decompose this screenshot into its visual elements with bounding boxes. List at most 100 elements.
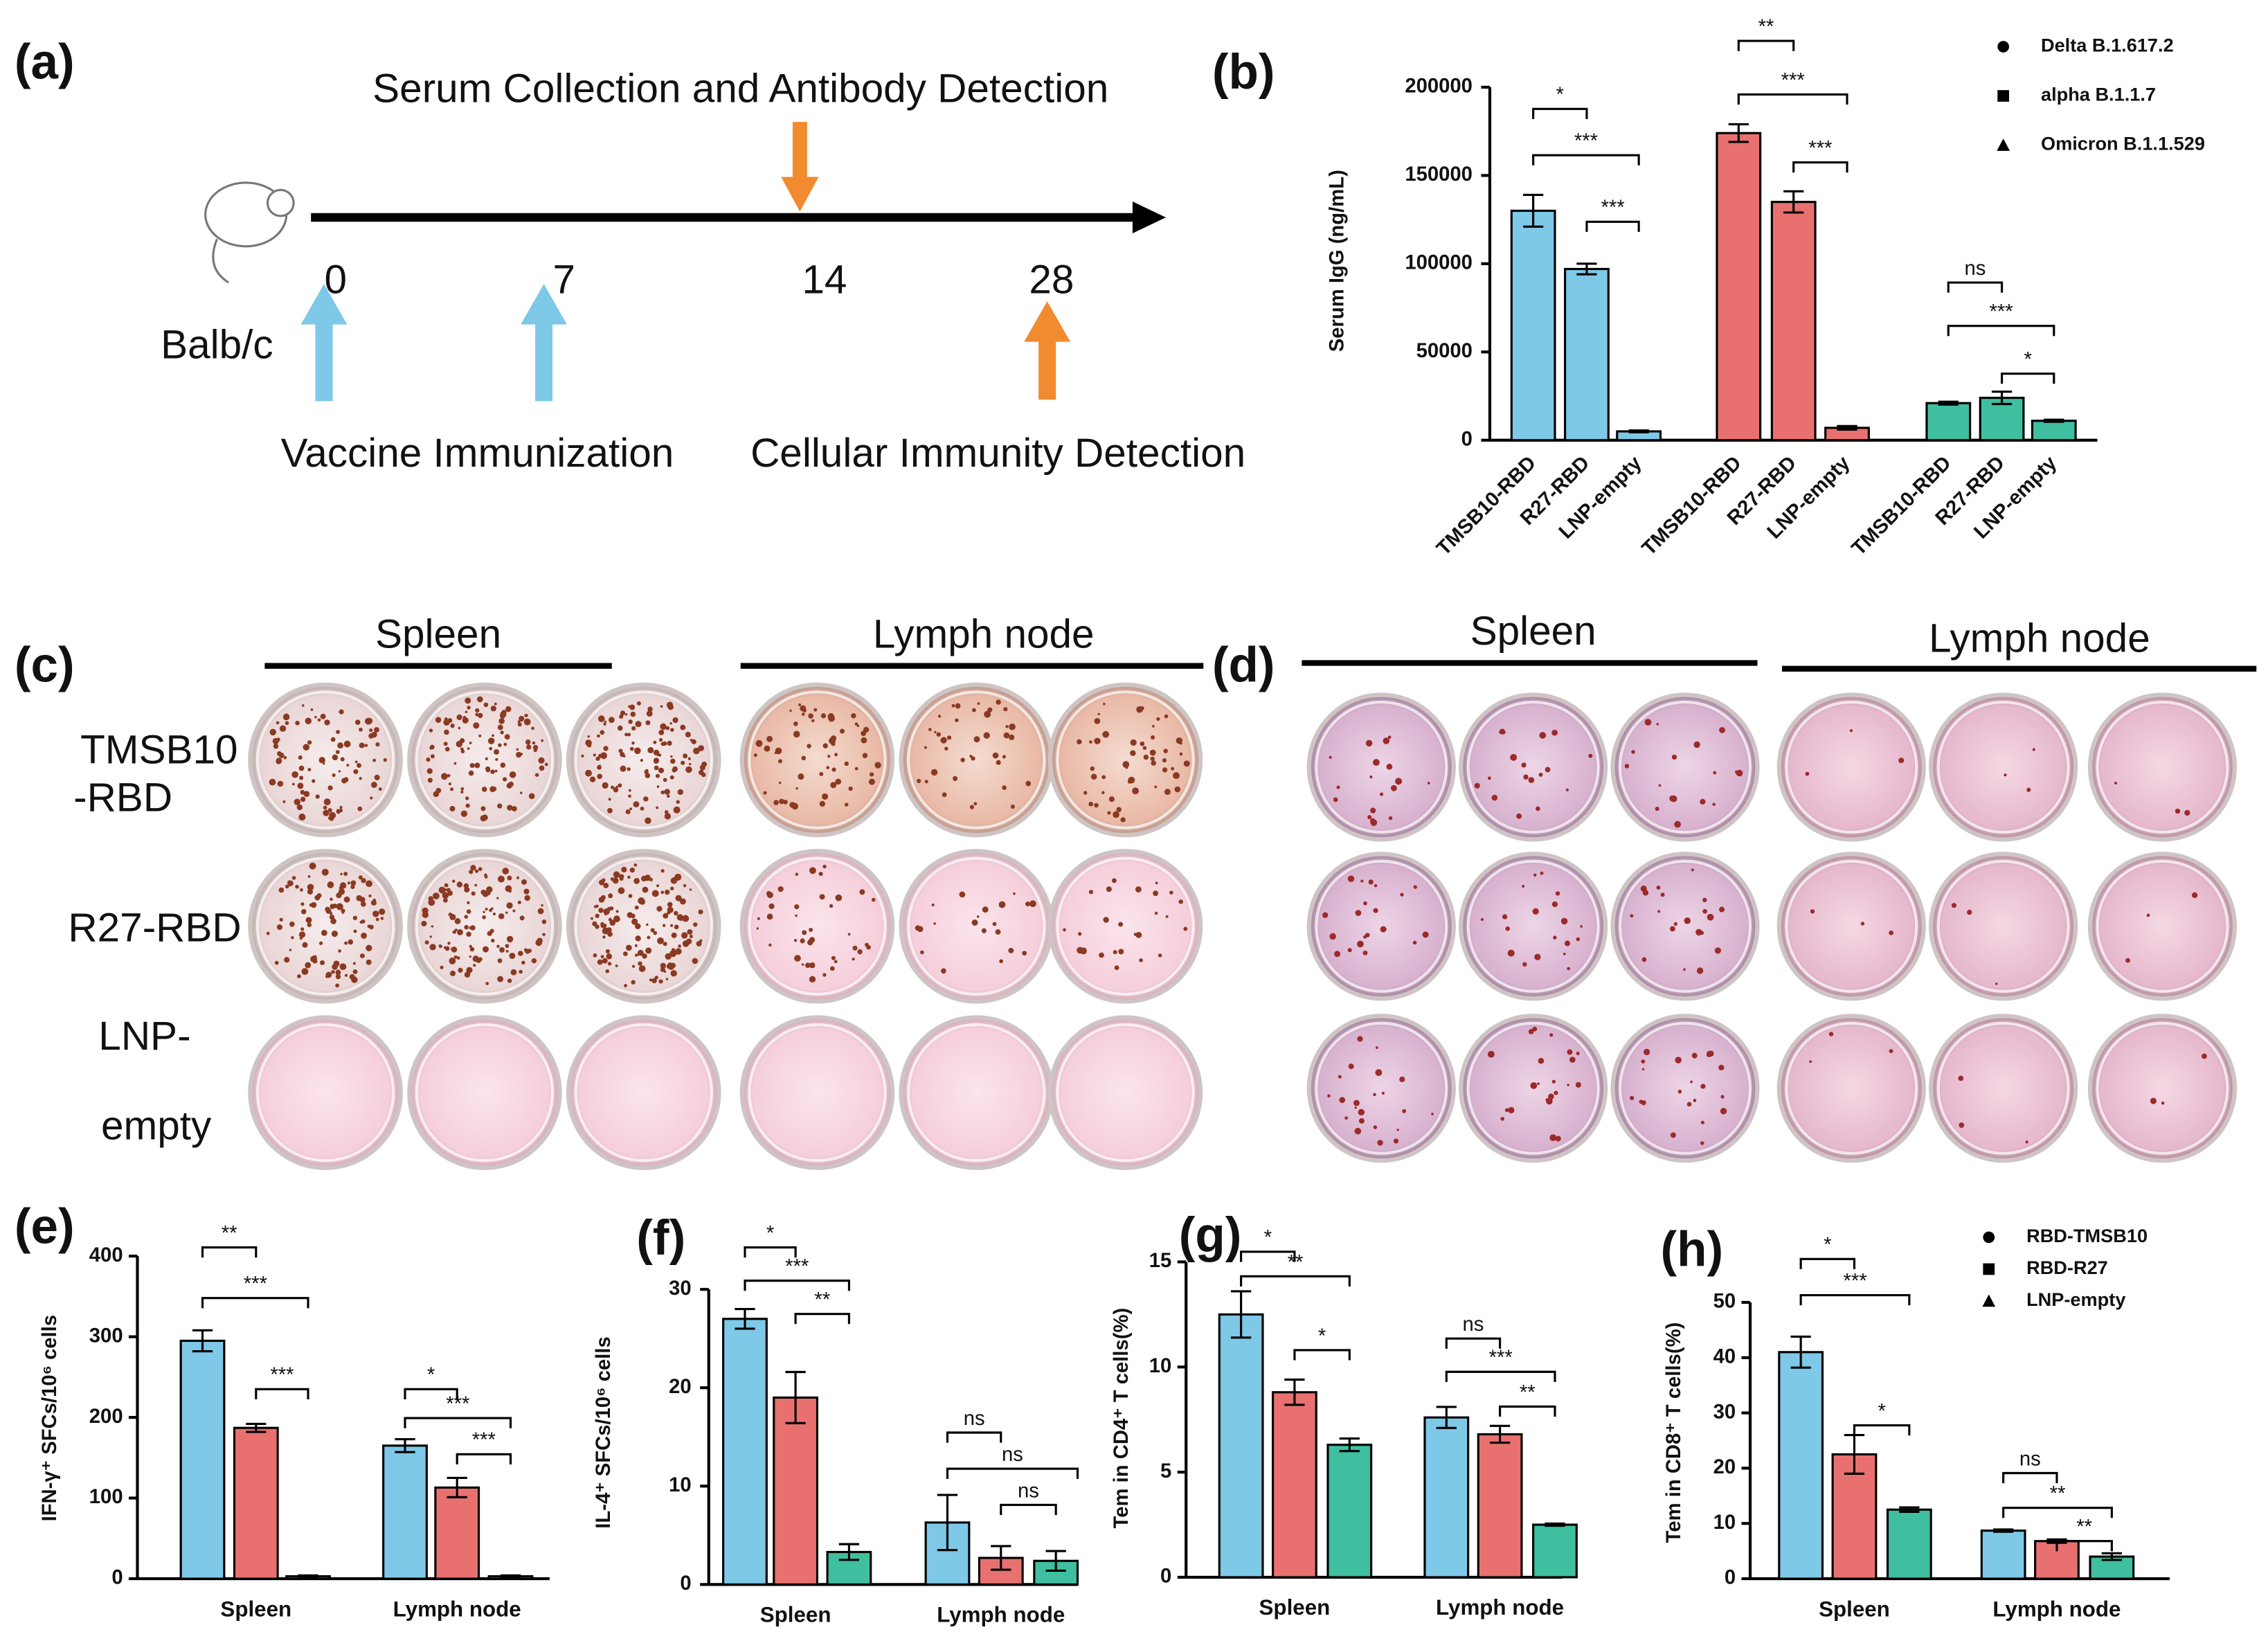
spot	[854, 722, 858, 726]
spot	[609, 717, 615, 724]
spot	[696, 941, 702, 947]
spot	[1532, 1026, 1538, 1032]
spot	[1521, 762, 1527, 768]
well	[899, 1015, 1054, 1170]
error-bar	[500, 1574, 521, 1579]
spot	[506, 935, 514, 943]
spot	[307, 884, 314, 891]
spot	[517, 722, 522, 727]
spot	[521, 879, 527, 885]
spot	[634, 747, 641, 755]
spot	[585, 769, 592, 777]
spot	[1500, 1117, 1504, 1121]
spot	[1656, 885, 1661, 890]
spot	[628, 789, 631, 792]
spot	[666, 963, 672, 969]
spot	[996, 760, 1001, 765]
spot	[361, 919, 366, 924]
well	[2087, 852, 2238, 1001]
spot	[634, 923, 641, 929]
well	[248, 848, 403, 1004]
spot	[1135, 931, 1142, 938]
spot	[1010, 804, 1015, 809]
spot	[1491, 794, 1498, 801]
spot	[793, 938, 798, 942]
spot	[597, 734, 600, 738]
spot	[602, 782, 609, 789]
timeline-bottom-label: Vaccine Immunization	[281, 431, 674, 476]
spot	[651, 890, 659, 897]
spot	[809, 962, 816, 969]
spot	[426, 768, 433, 774]
spot	[2161, 1101, 2165, 1105]
spot	[507, 978, 512, 983]
spot	[1150, 756, 1155, 762]
spot	[359, 742, 365, 748]
spot	[671, 932, 677, 938]
bar	[1925, 402, 1972, 442]
panel-label: (b)	[1212, 45, 1275, 100]
spot	[276, 758, 282, 764]
spot	[665, 953, 672, 960]
spot	[1702, 897, 1707, 903]
spot	[2146, 913, 2150, 917]
spot	[1995, 983, 1998, 985]
spot	[1889, 930, 1893, 935]
day-label: 7	[553, 257, 576, 302]
significance-label: **	[1288, 1251, 1304, 1273]
spot	[1156, 717, 1160, 721]
spot	[1700, 1141, 1704, 1145]
spot	[469, 955, 471, 958]
spot	[427, 778, 433, 783]
spot	[587, 735, 590, 738]
well-rim	[1315, 859, 1448, 993]
significance-bracket	[2002, 1471, 2058, 1484]
spot	[633, 801, 640, 808]
spot	[1630, 1095, 1635, 1100]
spot	[868, 778, 875, 785]
spot	[291, 782, 295, 786]
spot	[353, 929, 357, 933]
spot	[1700, 798, 1706, 805]
y-tick-label: 30	[669, 1277, 692, 1300]
spot	[1576, 937, 1581, 942]
spot	[670, 924, 674, 927]
spot	[1383, 737, 1390, 744]
spot	[676, 800, 680, 804]
spot	[279, 917, 283, 922]
spot	[633, 877, 640, 884]
well	[1306, 852, 1456, 1001]
plate-row-label: empty	[101, 1104, 212, 1149]
spot	[689, 934, 693, 938]
spot	[354, 760, 358, 764]
spot	[1388, 816, 1393, 820]
significance-bracket	[2055, 1540, 2113, 1552]
spot	[332, 754, 339, 761]
spot	[1690, 1080, 1693, 1084]
spot	[458, 967, 463, 973]
spot	[844, 802, 849, 807]
spot	[1641, 1059, 1646, 1064]
significance-bracket	[2002, 1507, 2113, 1518]
legend-marker	[1982, 1294, 1996, 1307]
spot	[634, 953, 638, 957]
spot	[341, 908, 345, 913]
well-rim	[1466, 700, 1600, 834]
spot	[658, 737, 663, 742]
spot	[670, 969, 677, 977]
significance-bracket	[201, 1246, 258, 1258]
spot	[331, 931, 338, 938]
spot	[531, 958, 537, 964]
up-arrow	[521, 284, 567, 402]
spot	[464, 924, 469, 930]
spot	[658, 979, 663, 984]
spot	[631, 965, 636, 968]
significance-label: **	[1758, 16, 1774, 38]
spot	[653, 740, 657, 744]
spot	[631, 741, 635, 745]
spot	[301, 968, 309, 976]
spot	[435, 717, 442, 724]
spot	[764, 745, 771, 752]
x-tick-label: Spleen	[1259, 1595, 1331, 1620]
error-bar	[1045, 1550, 1066, 1572]
